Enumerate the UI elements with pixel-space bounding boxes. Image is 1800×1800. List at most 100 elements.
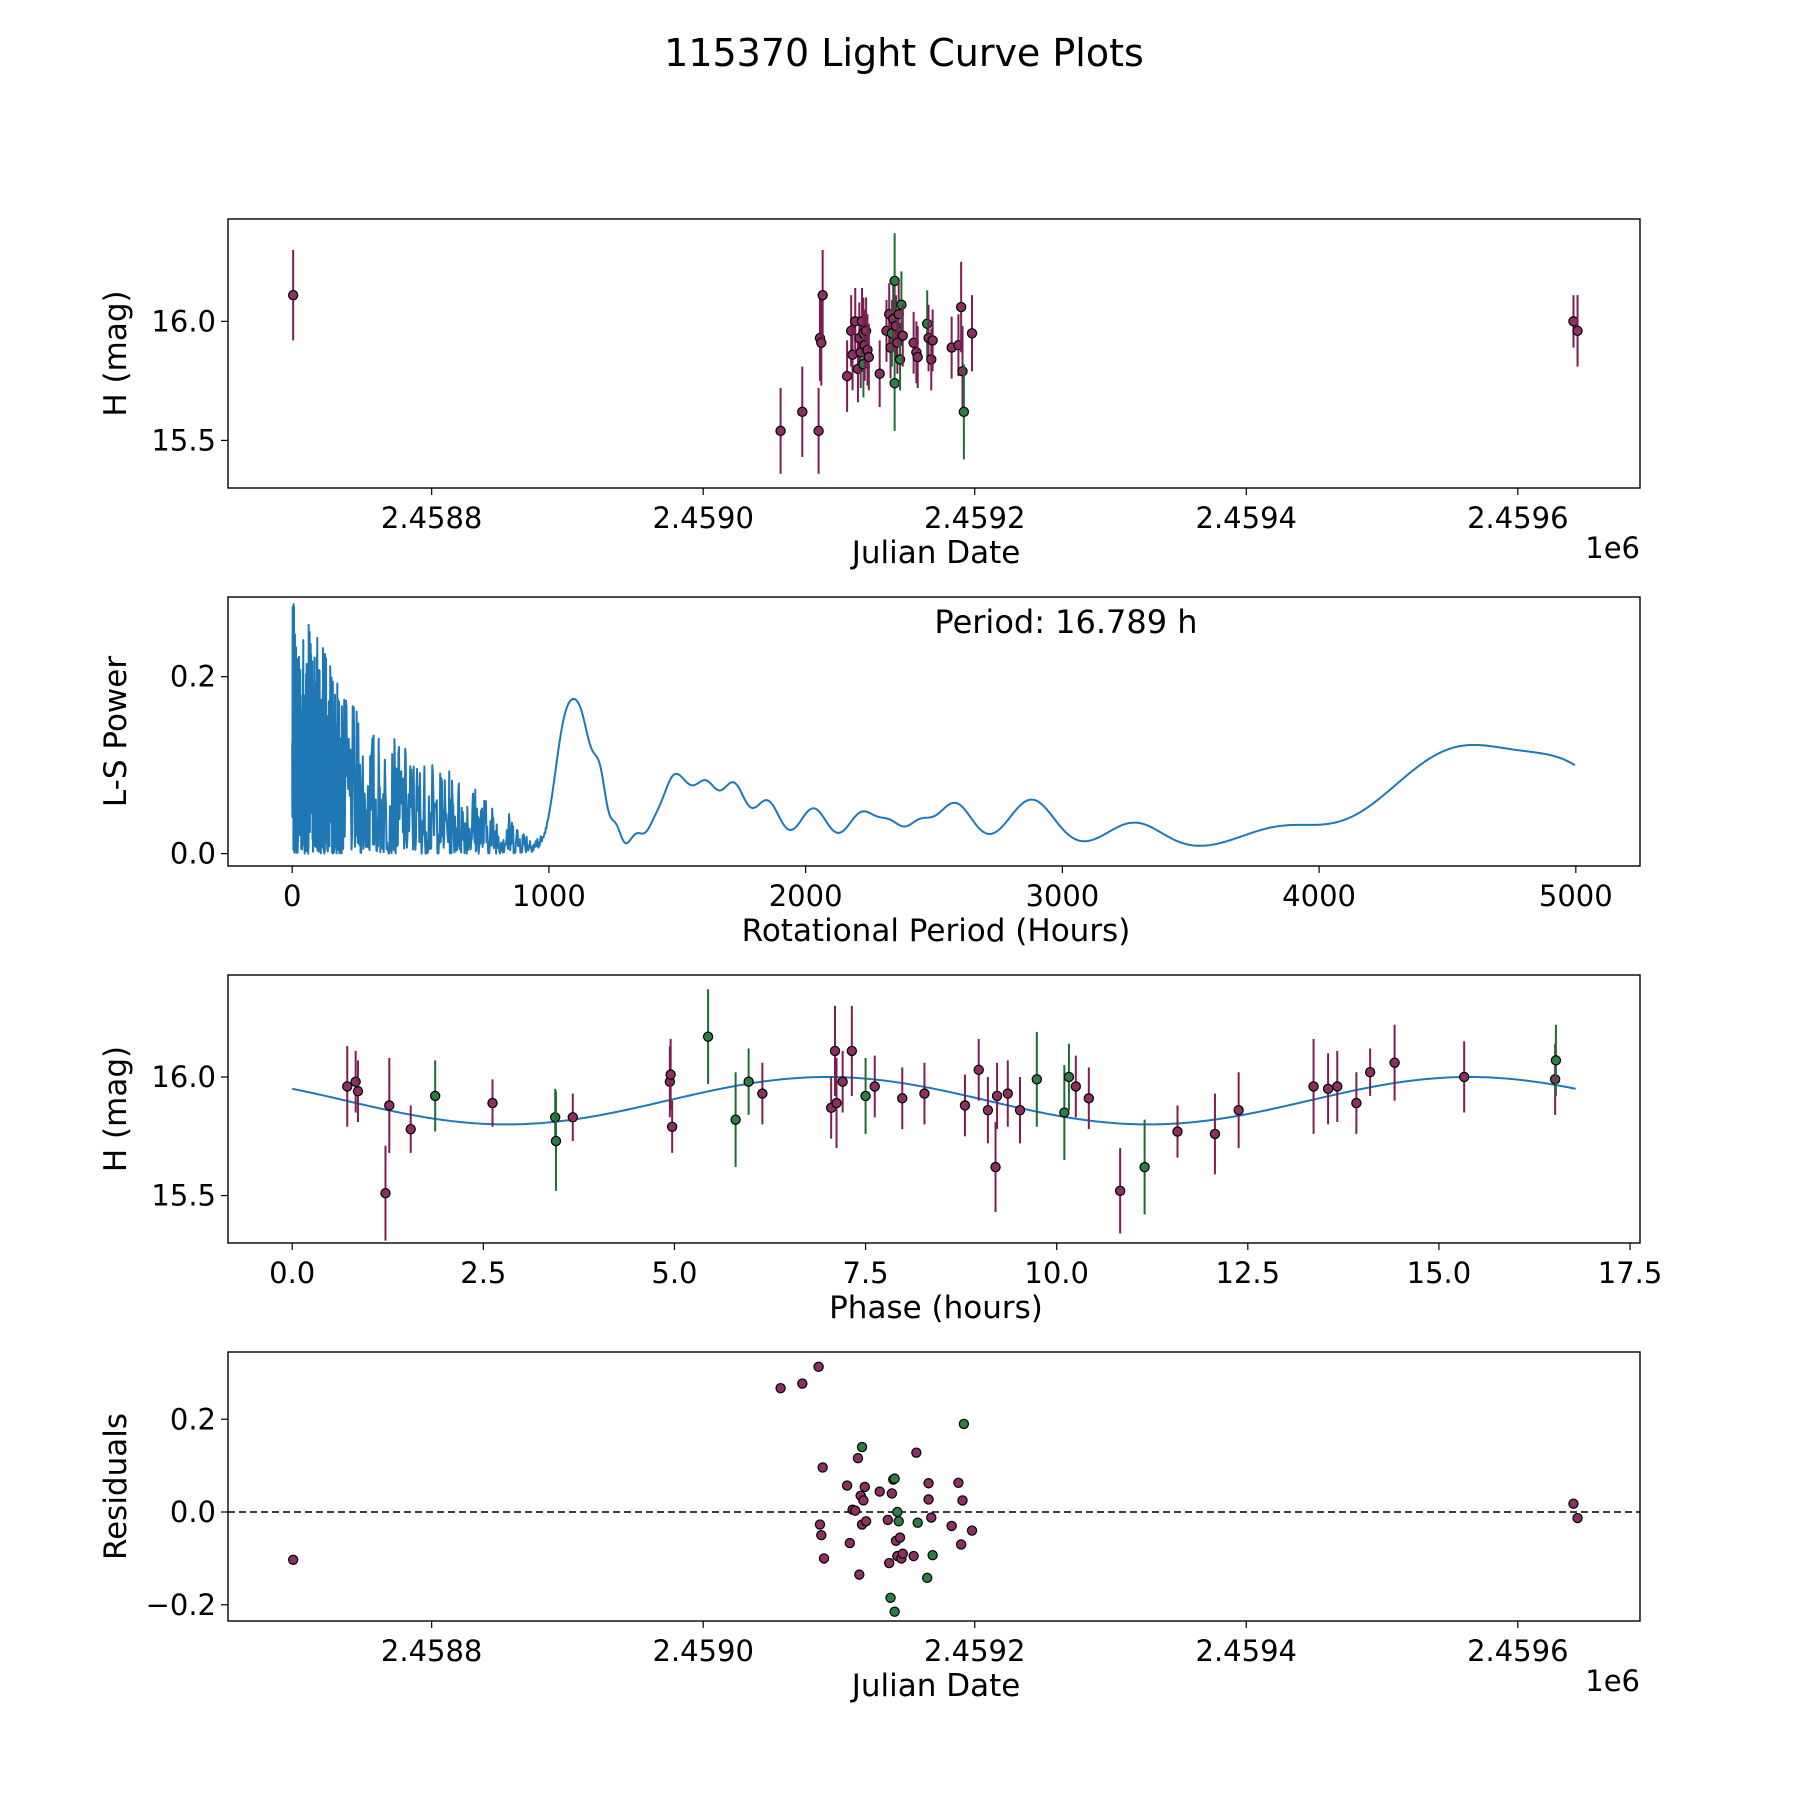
residuals-plot-area [228,1361,1640,1617]
phased-data-point [1458,1071,1470,1083]
lightcurve-data-point [897,330,908,341]
residual-point [1568,1498,1579,1509]
residual-point [894,1532,906,1543]
phased-data-point [1209,1128,1221,1140]
phased-xtick-label: 17.5 [1598,1256,1663,1290]
periodogram-ytick-label: 0.0 [170,837,216,871]
residual-point [844,1537,856,1549]
periodogram-xtick-label: 5000 [1539,879,1613,913]
residuals-ytick-label: −0.2 [146,1588,216,1622]
phased-data-point [405,1123,416,1135]
residual-point [908,1550,919,1562]
phased-xtick-label: 2.5 [460,1256,506,1290]
periodogram-plot-area [291,603,1576,855]
lightcurve-data-point [927,335,938,346]
residuals-marks [228,1361,1640,1617]
lightcurve-data-point [813,425,824,437]
residual-point [886,1488,898,1499]
periodogram-ytick-label: 0.2 [170,660,216,694]
phased-xtick-label: 7.5 [843,1256,889,1290]
phased-data-point [1083,1093,1095,1104]
residuals-ylabel: Residuals [98,1413,134,1560]
phased-data-point [973,1064,984,1076]
lightcurve-data-point [957,366,968,377]
phased-data-point [1233,1104,1244,1116]
lightcurve-data-point [863,351,875,363]
phased-data-point [757,1088,768,1099]
lightcurve-data-point [287,289,299,301]
phased-data-point [991,1090,1003,1102]
residual-point [816,1529,827,1541]
phased-data-point [1070,1081,1082,1092]
lightcurve-data-point [889,378,900,389]
phased-ytick-label: 15.5 [151,1179,216,1213]
phased-data-point [550,1135,562,1147]
residual-point [817,1462,828,1473]
residual-point [858,1495,869,1506]
phased-data-point [702,1031,714,1042]
phased-plot-area [292,989,1576,1241]
figure-title: 115370 Light Curve Plots [664,31,1144,75]
periodogram-axes-frame [227,596,1641,867]
residuals-ytick-label: 0.2 [170,1402,216,1436]
lightcurve-xlabel: Julian Date [850,535,1021,571]
periodogram-xlabel: Rotational Period (Hours) [742,913,1131,949]
periodogram-xtick-label: 3000 [1025,879,1099,913]
lightcurve-ytick-label: 16.0 [151,304,216,338]
phased-data-point [1114,1185,1126,1197]
residual-point [946,1520,957,1532]
residual-point [813,1361,824,1373]
residuals-axes-frame [227,1351,1641,1622]
phased-data-point [990,1161,1001,1173]
residual-point [1572,1512,1583,1524]
phased-data-point [665,1069,676,1080]
lightcurve-axes-frame [227,218,1641,489]
lightcurve-x-offset-label: 1e6 [1585,531,1640,565]
residual-point [897,1548,908,1559]
residual-point [797,1378,808,1389]
residual-point [814,1519,826,1530]
residual-point [893,1516,904,1527]
phased-xtick-label: 5.0 [651,1256,697,1290]
residual-point [922,1572,933,1584]
residual-point [854,1569,865,1580]
lightcurve-data-point [896,299,907,310]
period-annotation: Period: 16.789 h [934,603,1197,641]
periodogram-panel: 0 1000 2000 3000 4000 5000 0.0 0.2 Rotational Pe… [98,596,1641,949]
lightcurve-data-point [955,301,967,313]
residuals-ytick-label: 0.0 [170,1495,216,1529]
periodogram-xtick-label: 1000 [512,879,586,913]
phased-data-point [1031,1074,1043,1085]
lightcurve-data-point [817,289,828,301]
residual-point [957,1495,968,1506]
residual-point [923,1494,934,1505]
phased-data-point [384,1100,395,1111]
phased-data-point [1139,1161,1150,1173]
periodogram-xtick-label: 0 [283,879,301,913]
phased-data-point [897,1093,908,1104]
phased-data-point [869,1081,880,1092]
phased-data-point [1308,1081,1319,1092]
phased-xtick-label: 15.0 [1407,1256,1472,1290]
phased-marks [292,989,1576,1241]
residuals-panel: 2.4588 2.4590 2.4592 2.4594 2.4596 −0.2 0.0 0.2… [98,1351,1641,1704]
lightcurve-data-point [922,318,933,329]
residual-point [912,1517,923,1528]
residual-point [958,1418,970,1430]
phased-data-point [959,1100,971,1111]
phased-panel: 0.0 2.5 5.0 7.5 10.0 12.5 15.0 17.5 15.5 16.0 Phas… [98,974,1663,1326]
lightcurve-xtick-label: 2.4594 [1196,501,1297,535]
residual-point [911,1447,922,1458]
lightcurve-ytick-label: 15.5 [151,423,216,457]
phased-data-point [429,1090,441,1102]
residual-point [927,1549,938,1561]
residuals-xtick-label: 2.4592 [924,1634,1025,1668]
lightcurve-xtick-label: 2.4596 [1467,501,1568,535]
lightcurve-data-point [966,328,978,339]
lightcurve-data-point [816,337,827,348]
residual-point [775,1382,786,1394]
phased-data-point [1332,1081,1343,1092]
phased-axes-frame [227,974,1641,1244]
lightcurve-data-point [797,406,808,418]
